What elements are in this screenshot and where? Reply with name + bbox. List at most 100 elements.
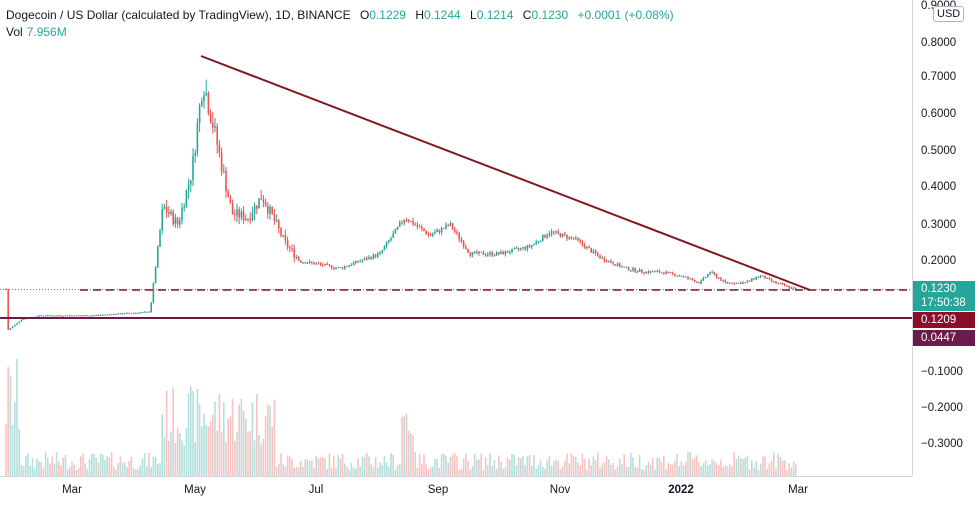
volume-bar xyxy=(357,458,359,476)
price-candle-body xyxy=(176,217,179,225)
price-candle-body xyxy=(203,94,205,102)
price-candle-body xyxy=(11,326,14,329)
volume-bar xyxy=(407,430,410,476)
volume-bar xyxy=(44,452,47,476)
price-candle-body xyxy=(324,263,326,266)
volume-bar xyxy=(124,462,126,476)
volume-bar xyxy=(539,460,542,476)
volume-bar xyxy=(711,459,713,476)
volume-bar xyxy=(425,464,427,476)
volume-bar xyxy=(773,452,775,476)
volume-bar xyxy=(71,461,73,476)
volume-bar xyxy=(777,454,779,476)
volume-bar xyxy=(355,468,357,476)
volume-bar xyxy=(333,455,335,476)
volume-bar xyxy=(350,462,353,476)
price-candle-body xyxy=(504,251,507,255)
price-axis[interactable]: 0.90000.80000.70000.60000.50000.40000.30… xyxy=(912,0,979,476)
volume-bar xyxy=(372,467,375,476)
price-candle-body xyxy=(49,315,51,317)
price-candle-body xyxy=(726,282,729,284)
volume-bar xyxy=(641,468,643,476)
volume-bar xyxy=(385,462,388,476)
volume-bar xyxy=(359,466,361,476)
volume-bar xyxy=(616,466,619,476)
volume-bar xyxy=(168,440,170,476)
price-candle-body xyxy=(80,315,82,317)
volume-bar xyxy=(49,463,51,476)
volume-bar xyxy=(40,462,42,476)
price-candle-body xyxy=(625,266,628,268)
volume-bar xyxy=(625,466,628,476)
price-candle-body xyxy=(786,285,788,287)
volume-bar xyxy=(412,435,414,476)
price-chart[interactable] xyxy=(0,0,912,476)
price-candle-body xyxy=(619,263,621,267)
volume-bar xyxy=(82,453,84,476)
volume-bar xyxy=(605,456,608,476)
price-candle-body xyxy=(674,273,676,276)
volume-bar xyxy=(498,455,500,476)
volume-bar xyxy=(247,431,249,476)
volume-bar xyxy=(735,459,738,476)
volume-bar xyxy=(88,459,91,476)
price-candle-body xyxy=(594,250,597,254)
volume-bar xyxy=(31,458,34,476)
volume-bar xyxy=(467,460,469,476)
volume-bar xyxy=(18,428,20,476)
price-candle-body xyxy=(737,282,740,284)
chart-area[interactable]: Dogecoin / US Dollar (calculated by Trad… xyxy=(0,0,912,476)
price-candle-body xyxy=(216,126,218,145)
volume-bar xyxy=(363,456,366,476)
price-candle-body xyxy=(630,270,632,272)
volume-bar xyxy=(484,457,487,476)
price-candle-body xyxy=(350,265,353,267)
price-candle-body xyxy=(236,209,238,216)
price-candle-body xyxy=(317,263,320,265)
price-candle-body xyxy=(44,315,47,317)
volume-bar xyxy=(53,463,56,476)
volume-bar xyxy=(511,453,513,476)
volume-bar xyxy=(520,458,522,476)
price-candle-body xyxy=(379,252,381,254)
volume-bar xyxy=(75,469,78,476)
price-candle-body xyxy=(297,256,300,261)
price-candle-body xyxy=(372,254,375,259)
volume-bar xyxy=(476,459,478,476)
volume-bar xyxy=(465,453,467,476)
price-candle-body xyxy=(352,262,355,266)
high-value: 0.1244 xyxy=(424,8,461,22)
volume-bar xyxy=(594,460,597,476)
price-candle-body xyxy=(69,315,71,317)
price-candle-body xyxy=(707,274,709,277)
price-candle-body xyxy=(154,267,157,284)
price-candle-body xyxy=(476,251,478,254)
price-candle-body xyxy=(511,248,513,253)
volume-bar xyxy=(20,464,23,476)
price-candle-body xyxy=(66,315,69,317)
volume-bar xyxy=(223,402,225,476)
volume-bar xyxy=(568,463,570,476)
price-candle-body xyxy=(135,312,137,314)
price-candle-body xyxy=(251,213,254,220)
price-candle-body xyxy=(363,258,366,261)
price-candle-body xyxy=(649,271,652,273)
time-axis[interactable]: Mar May Jul Sep Nov 2022 Mar xyxy=(0,476,912,506)
volume-legend: Vol 7.956M xyxy=(6,24,67,40)
volume-bar xyxy=(328,453,331,476)
volume-bar xyxy=(86,468,89,476)
open-label: O xyxy=(359,8,370,22)
volume-bar xyxy=(583,458,586,476)
price-candle-body xyxy=(449,223,452,226)
volume-bar xyxy=(306,459,309,476)
volume-bar xyxy=(185,427,188,476)
price-candle-body xyxy=(117,313,119,315)
currency-badge[interactable]: USD xyxy=(933,6,965,22)
volume-bar xyxy=(487,465,489,476)
price-candle-body xyxy=(264,202,267,207)
price-candle-body xyxy=(355,260,357,263)
symbol-title[interactable]: Dogecoin / US Dollar (calculated by Trad… xyxy=(6,8,351,22)
volume-bar xyxy=(429,467,432,476)
price-candle-body xyxy=(60,315,62,317)
price-candle-body xyxy=(139,312,141,314)
